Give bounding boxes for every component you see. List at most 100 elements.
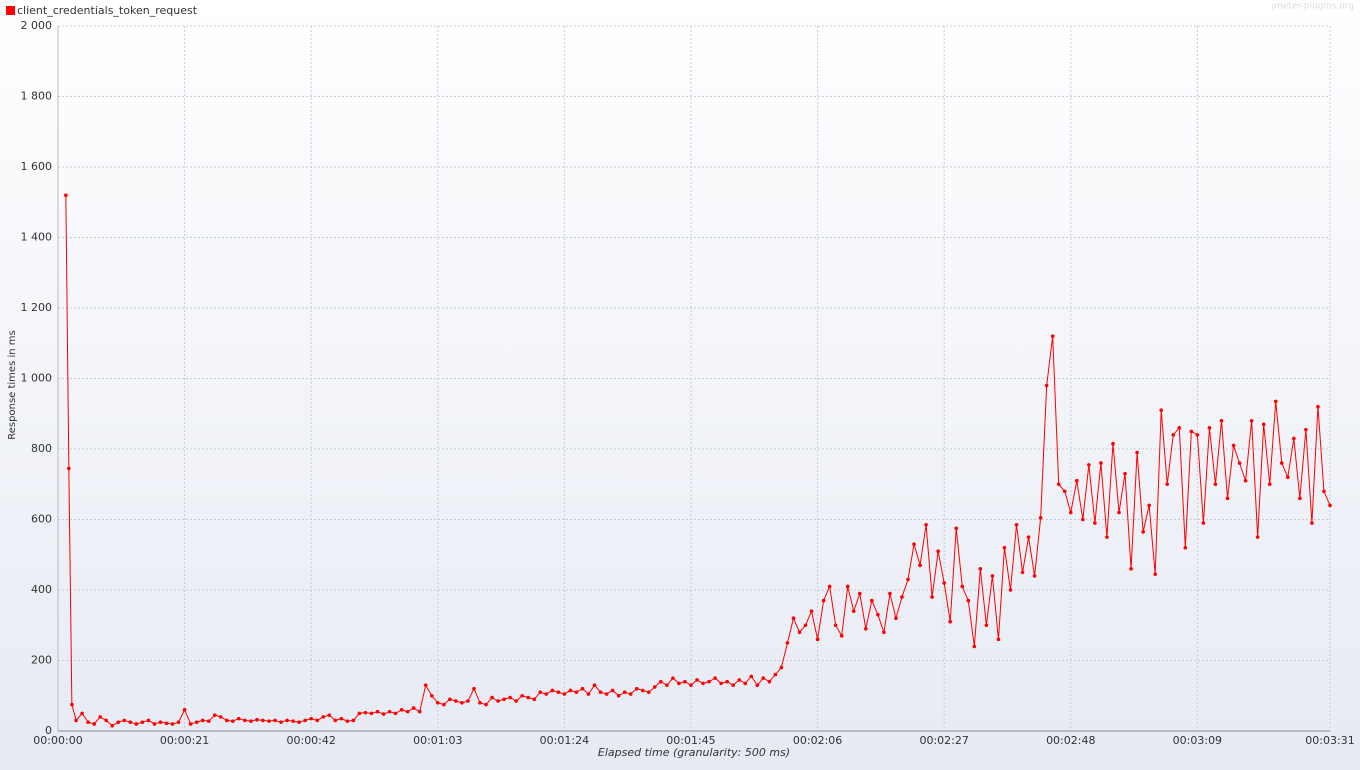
data-point: [345, 719, 350, 723]
data-point: [966, 598, 971, 603]
data-point: [122, 718, 127, 723]
data-point: [448, 697, 452, 702]
data-point: [803, 623, 808, 628]
data-point: [1249, 419, 1254, 423]
data-point: [1243, 478, 1248, 483]
data-point: [815, 637, 820, 642]
data-point: [231, 719, 235, 723]
x-tick-label: 00:00:42: [286, 734, 335, 747]
data-point: [1026, 535, 1031, 539]
data-point: [164, 721, 169, 726]
data-point: [942, 581, 946, 585]
data-point: [876, 612, 880, 617]
data-point: [900, 595, 904, 599]
data-point: [1050, 334, 1055, 339]
data-point: [134, 722, 139, 726]
x-tick-label: 00:01:03: [413, 734, 462, 747]
data-point: [659, 679, 663, 684]
data-point: [1171, 433, 1176, 437]
data-point: [701, 681, 705, 686]
data-point: [279, 720, 283, 724]
legend-swatch: [6, 6, 15, 15]
data-point: [809, 609, 814, 613]
data-point: [460, 701, 464, 705]
data-point: [182, 708, 187, 712]
data-point: [1213, 482, 1218, 487]
data-point: [984, 623, 989, 628]
data-point: [74, 718, 78, 723]
data-point: [508, 695, 512, 700]
data-point: [267, 719, 271, 723]
x-tick-label: 00:02:06: [793, 734, 842, 747]
data-point: [146, 718, 151, 723]
data-point: [399, 708, 404, 712]
x-tick-label: 00:03:31: [1305, 734, 1354, 747]
x-tick-label: 00:03:09: [1173, 734, 1222, 747]
data-point: [381, 712, 386, 716]
x-tick-label: 00:02:48: [1046, 734, 1095, 747]
y-tick-label: 1 600: [21, 160, 53, 173]
data-point: [152, 722, 157, 726]
data-point: [1310, 521, 1314, 525]
data-point: [1099, 461, 1103, 465]
data-point: [1117, 510, 1121, 515]
data-point: [894, 616, 898, 620]
data-point: [616, 693, 621, 698]
data-point: [689, 683, 693, 687]
data-point: [568, 688, 573, 693]
data-point: [598, 690, 603, 695]
data-point: [695, 678, 699, 682]
data-point: [1153, 572, 1157, 576]
data-point: [1038, 515, 1043, 520]
data-point: [972, 644, 977, 649]
data-point: [1159, 408, 1164, 413]
data-point: [1292, 436, 1296, 441]
y-tick-label: 400: [31, 583, 52, 596]
data-point: [653, 685, 657, 689]
data-point: [1044, 383, 1049, 388]
data-point: [212, 713, 217, 717]
data-point: [86, 720, 90, 724]
data-point: [785, 641, 790, 645]
data-point: [1068, 510, 1073, 515]
data-point: [912, 542, 916, 546]
data-point: [622, 690, 627, 695]
data-point: [1141, 530, 1145, 534]
data-point: [1219, 419, 1224, 423]
data-point: [526, 695, 531, 700]
data-point: [188, 722, 193, 726]
data-point: [930, 595, 934, 599]
data-point: [309, 716, 313, 721]
data-point: [888, 591, 892, 596]
data-point: [755, 683, 760, 687]
data-point: [339, 716, 344, 721]
data-point: [218, 715, 223, 719]
data-point: [864, 626, 868, 631]
data-point: [116, 720, 121, 724]
data-point: [297, 720, 301, 724]
data-point: [665, 683, 669, 687]
data-point: [255, 717, 259, 722]
data-point: [1304, 427, 1308, 432]
data-point: [628, 692, 633, 696]
data-point: [562, 692, 567, 696]
legend-label: client_credentials_token_request: [17, 4, 198, 17]
data-point: [423, 683, 428, 687]
y-tick-label: 1 800: [21, 90, 53, 103]
x-tick-label: 00:01:24: [540, 734, 589, 747]
data-point: [1111, 441, 1115, 446]
data-point: [387, 709, 392, 714]
data-point: [839, 634, 844, 638]
data-point: [80, 711, 84, 716]
data-point: [454, 699, 458, 703]
data-point: [472, 686, 476, 691]
data-point: [291, 719, 295, 723]
data-point: [713, 676, 717, 680]
data-point: [405, 709, 410, 714]
data-point: [411, 706, 416, 710]
data-point: [490, 695, 494, 700]
data-point: [1286, 475, 1290, 480]
data-point: [677, 681, 681, 686]
